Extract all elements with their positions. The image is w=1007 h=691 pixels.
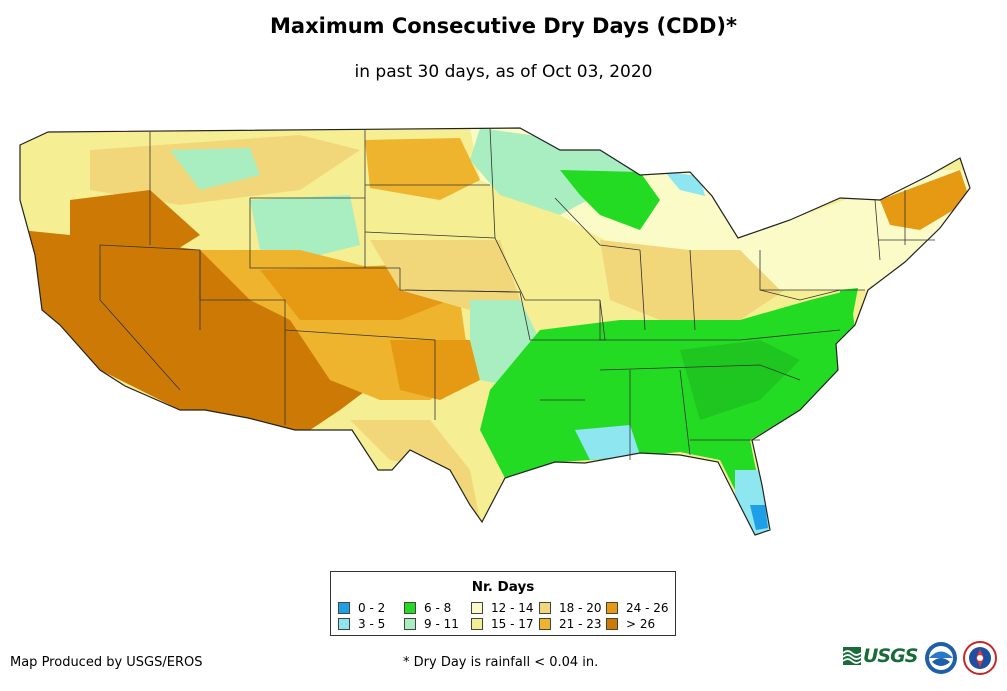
legend-item-18-20: 18 - 20 [539,601,602,615]
legend-label: 15 - 17 [491,617,534,631]
legend-label: 6 - 8 [424,601,452,615]
legend-swatch [404,602,416,614]
legend-title: Nr. Days [471,579,535,595]
dry-day-footnote: * Dry Day is rainfall < 0.04 in. [403,655,599,670]
usgs-wave-icon [843,647,861,665]
usgs-wordmark: USGS [863,645,918,667]
legend-swatch [539,618,551,630]
legend-item-24-26: 24 - 26 [606,601,669,615]
legend-swatch [471,618,483,630]
legend-swatch [338,618,350,630]
legend-label: 3 - 5 [358,617,386,631]
legend-item-6-8: 6 - 8 [404,601,451,615]
legend-item-0-2: 0 - 2 [338,601,385,615]
legend-box: Nr. Days 0 - 2 3 - 5 6 - 8 9 - 11 12 - 1… [330,571,676,636]
nws-logo [963,641,997,675]
noaa-logo [925,642,957,674]
map-subtitle: in past 30 days, as of Oct 03, 2020 [354,62,653,82]
legend-item-3-5: 3 - 5 [338,617,385,631]
usgs-logo: USGS [843,643,919,669]
state-borders [99,127,935,460]
legend-label: 12 - 14 [491,601,534,615]
map-title: Maximum Consecutive Dry Days (CDD)* [270,14,737,38]
legend-label: 24 - 26 [626,601,669,615]
legend-label: 9 - 11 [424,617,459,631]
legend-label: 21 - 23 [559,617,602,631]
legend-item-9-11: 9 - 11 [404,617,459,631]
legend-swatch [471,602,483,614]
legend-swatch [606,602,618,614]
legend-label: > 26 [626,617,656,631]
legend-item-12-14: 12 - 14 [471,601,534,615]
legend-swatch [539,602,551,614]
map-fill [20,128,970,535]
legend-swatch [606,618,618,630]
legend-label: 18 - 20 [559,601,602,615]
legend-swatch [404,618,416,630]
legend-item-gt-26: > 26 [606,617,655,631]
us-outline [19,127,971,536]
legend-swatch [338,602,350,614]
legend-label: 0 - 2 [358,601,386,615]
legend-item-15-17: 15 - 17 [471,617,534,631]
map-credit: Map Produced by USGS/EROS [10,655,203,670]
legend-item-21-23: 21 - 23 [539,617,602,631]
